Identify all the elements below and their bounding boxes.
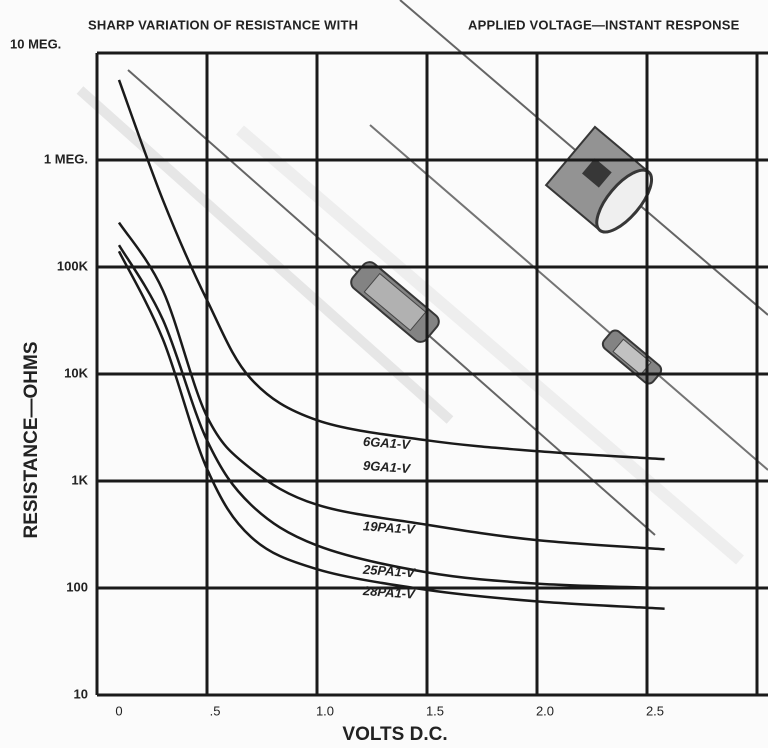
curve bbox=[117, 250, 665, 610]
series-label: 19PA1-V bbox=[363, 518, 417, 537]
x-axis-label: VOLTS D.C. bbox=[342, 724, 447, 745]
series-label: 25PA1-V bbox=[362, 562, 417, 581]
x-tick-label: 0 bbox=[115, 703, 122, 718]
y-axis-label: RESISTANCE—OHMS bbox=[21, 341, 42, 538]
x-tick-label: 2.0 bbox=[536, 703, 554, 718]
x-tick-label: 1.5 bbox=[426, 703, 444, 718]
x-tick-label: .5 bbox=[210, 703, 221, 718]
y-tick-label: 10 MEG. bbox=[10, 36, 61, 51]
curve bbox=[117, 221, 665, 551]
series-label: 9GA1-V bbox=[363, 458, 412, 476]
y-tick-label: 1 MEG. bbox=[44, 151, 88, 166]
x-tick-label: 1.0 bbox=[316, 703, 334, 718]
y-tick-label: 100K bbox=[57, 258, 89, 273]
series-label: 28PA1-V bbox=[362, 583, 417, 602]
series-label: 6GA1-V bbox=[363, 434, 412, 452]
y-tick-label: 100 bbox=[66, 579, 88, 594]
y-tick-label: 10 bbox=[74, 686, 88, 701]
y-tick-label: 1K bbox=[71, 472, 88, 487]
curve bbox=[117, 244, 665, 590]
curve bbox=[117, 79, 665, 461]
y-tick-label: 10K bbox=[64, 365, 88, 380]
chart-title: SHARP VARIATION OF RESISTANCE WITH bbox=[88, 17, 358, 32]
x-tick-label: 2.5 bbox=[646, 703, 664, 718]
chart-subtitle: APPLIED VOLTAGE—INSTANT RESPONSE bbox=[468, 17, 740, 32]
